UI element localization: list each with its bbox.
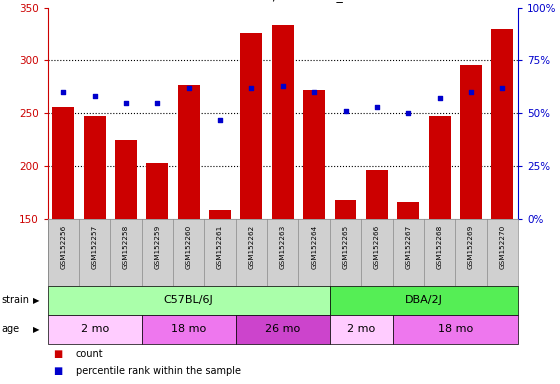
Bar — [491, 29, 514, 219]
Bar — [460, 65, 482, 219]
Text: count: count — [76, 349, 103, 359]
Bar — [272, 25, 294, 219]
Text: GSM152269: GSM152269 — [468, 224, 474, 268]
Point — [341, 108, 350, 114]
Bar — [303, 90, 325, 219]
Bar — [146, 163, 169, 219]
Text: 26 mo: 26 mo — [265, 324, 300, 334]
Point — [216, 117, 225, 123]
Text: strain: strain — [1, 295, 29, 306]
Point — [372, 104, 381, 110]
Text: ▶: ▶ — [32, 296, 39, 305]
Bar — [115, 140, 137, 219]
Bar — [428, 116, 451, 219]
Bar — [334, 200, 357, 219]
Bar — [142, 315, 236, 344]
Text: percentile rank within the sample: percentile rank within the sample — [76, 366, 241, 376]
Point — [153, 99, 162, 106]
Text: 18 mo: 18 mo — [438, 324, 473, 334]
Bar — [240, 33, 263, 219]
Text: C57BL/6J: C57BL/6J — [164, 295, 213, 306]
Bar — [52, 107, 74, 219]
Bar — [397, 202, 419, 219]
Bar — [209, 210, 231, 219]
Text: 18 mo: 18 mo — [171, 324, 206, 334]
Point — [90, 93, 99, 99]
Point — [498, 85, 507, 91]
Point — [466, 89, 475, 95]
Text: ■: ■ — [53, 349, 63, 359]
Text: GSM152270: GSM152270 — [500, 224, 505, 268]
Text: GSM152258: GSM152258 — [123, 224, 129, 268]
Text: GSM152260: GSM152260 — [186, 224, 192, 268]
Bar — [330, 315, 393, 344]
Text: GSM152257: GSM152257 — [92, 224, 97, 268]
Bar — [366, 170, 388, 219]
Point — [310, 89, 319, 95]
Bar — [236, 315, 330, 344]
Point — [247, 85, 256, 91]
Text: GSM152268: GSM152268 — [437, 224, 442, 268]
Point — [122, 99, 130, 106]
Bar — [178, 85, 200, 219]
Text: GSM152256: GSM152256 — [60, 224, 66, 268]
Text: GSM152266: GSM152266 — [374, 224, 380, 268]
Text: GSM152261: GSM152261 — [217, 224, 223, 268]
Point — [278, 83, 287, 89]
Text: GSM152265: GSM152265 — [343, 224, 348, 268]
Bar — [330, 286, 518, 315]
Text: GDS2929 / 1454945_at: GDS2929 / 1454945_at — [210, 0, 356, 2]
Text: GSM152263: GSM152263 — [280, 224, 286, 268]
Text: 2 mo: 2 mo — [81, 324, 109, 334]
Text: GSM152264: GSM152264 — [311, 224, 317, 268]
Point — [184, 85, 193, 91]
Point — [404, 110, 413, 116]
Point — [435, 95, 444, 101]
Text: ▶: ▶ — [32, 325, 39, 334]
Bar — [48, 315, 142, 344]
Bar — [393, 315, 518, 344]
Bar — [48, 286, 330, 315]
Text: GSM152267: GSM152267 — [405, 224, 411, 268]
Point — [59, 89, 68, 95]
Text: ■: ■ — [53, 366, 63, 376]
Text: GSM152259: GSM152259 — [155, 224, 160, 268]
Text: DBA/2J: DBA/2J — [405, 295, 443, 306]
Bar — [83, 116, 106, 219]
Text: GSM152262: GSM152262 — [249, 224, 254, 268]
Text: 2 mo: 2 mo — [347, 324, 375, 334]
Text: age: age — [1, 324, 19, 334]
